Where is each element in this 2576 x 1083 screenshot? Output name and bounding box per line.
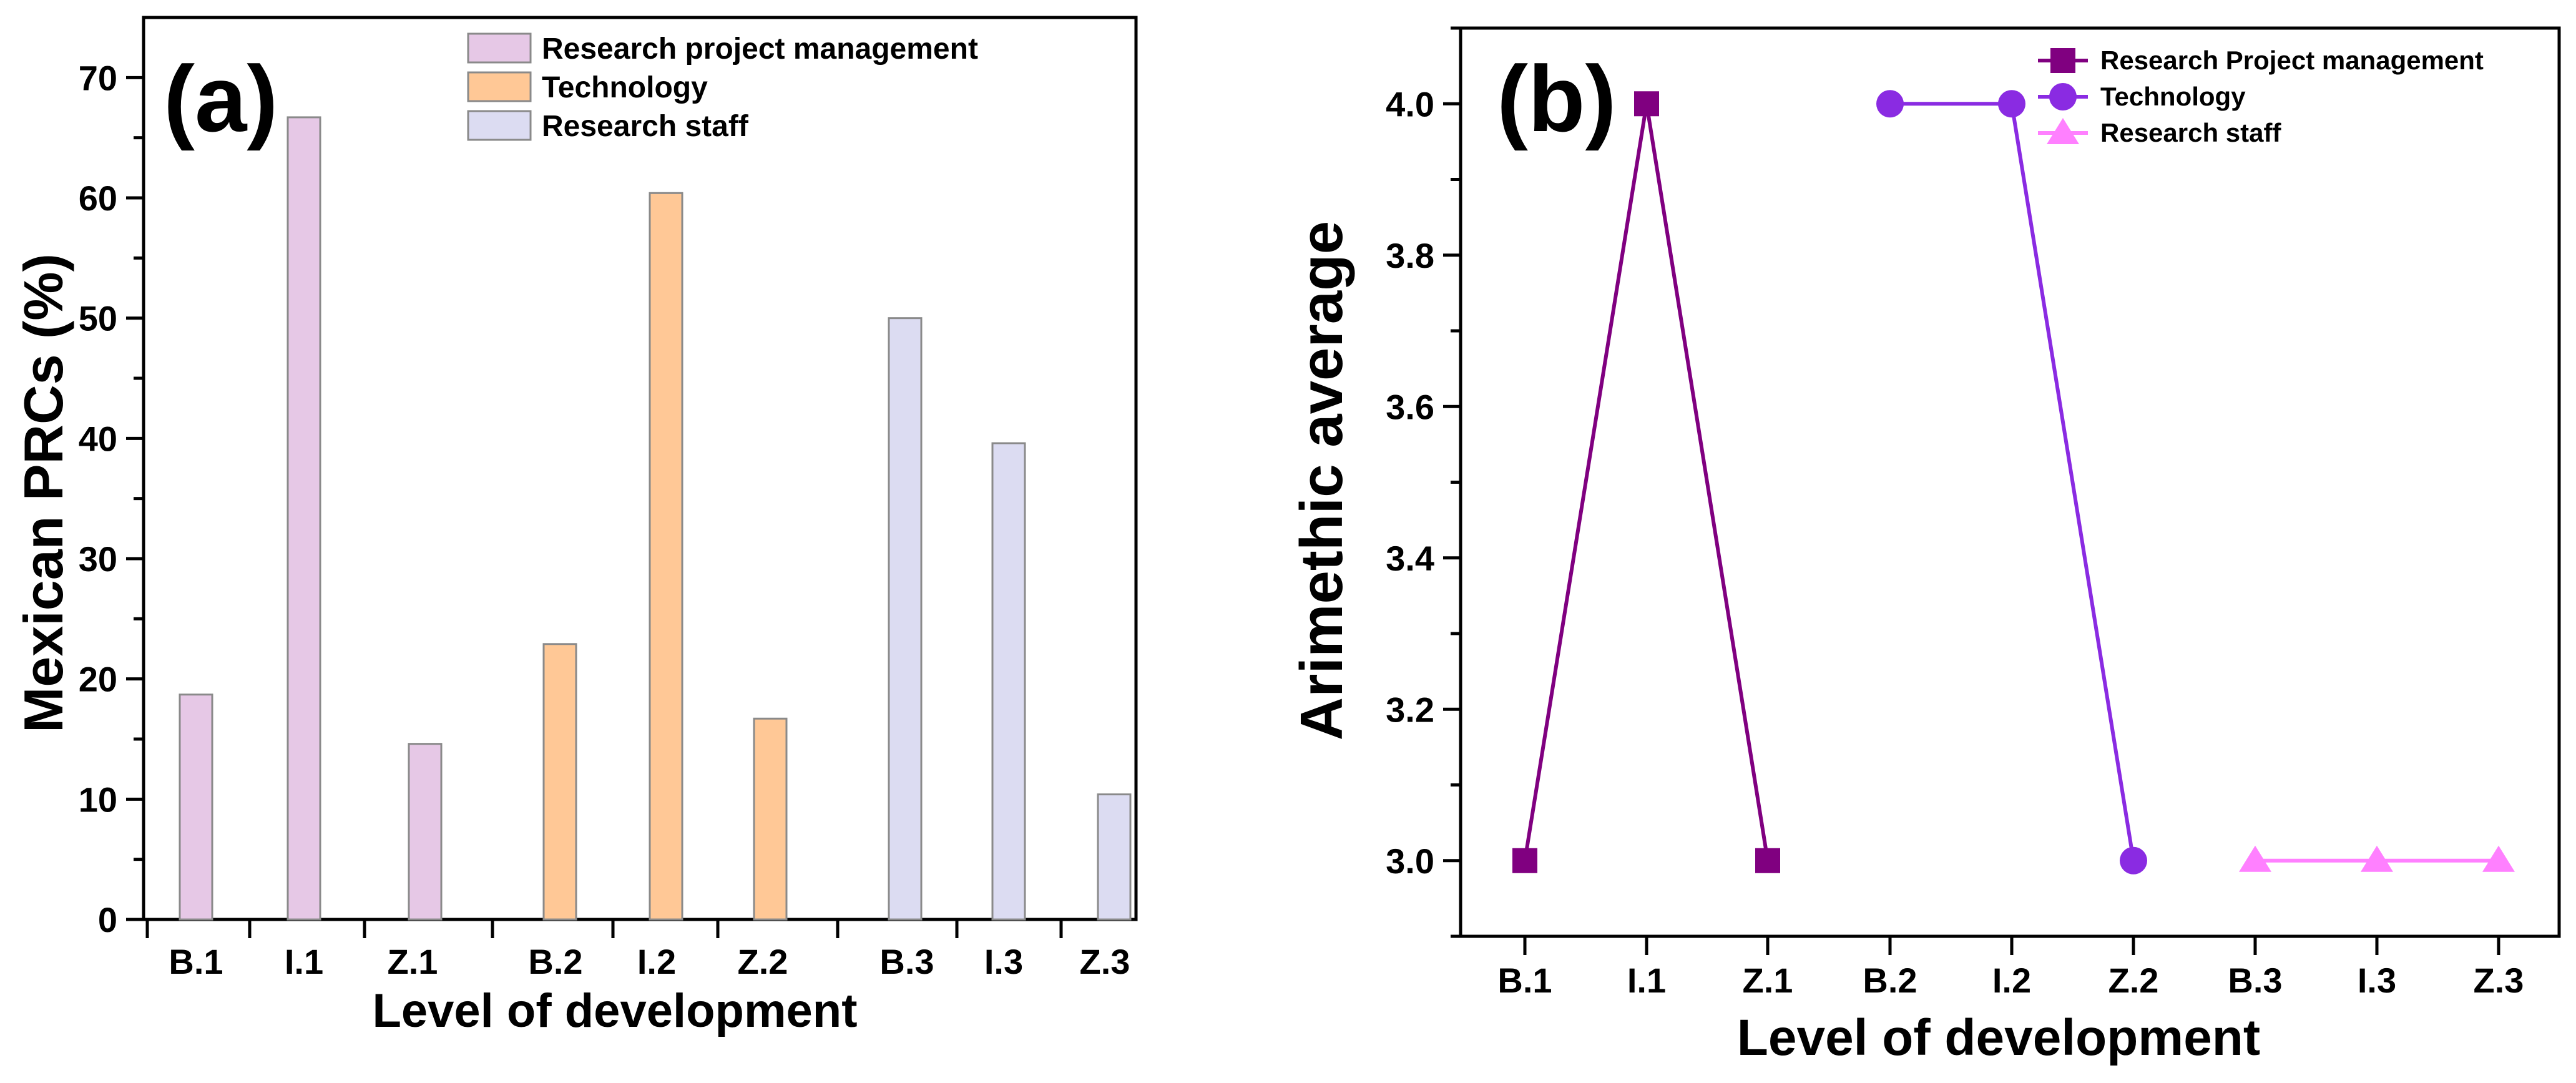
panel-b-label: (b) bbox=[1497, 46, 1617, 151]
panel-b-legend-label: Research staff bbox=[2100, 118, 2281, 147]
panel-b-chart: (b) Arimethic average Level of developme… bbox=[1288, 26, 2561, 1066]
panel-b-y-tick-label: 3.2 bbox=[1386, 690, 1434, 729]
panel-a-bar bbox=[888, 317, 923, 921]
panel-b-data-point bbox=[1876, 90, 1904, 118]
panel-a-legend-label: Research staff bbox=[542, 110, 749, 143]
panel-a-x-tick-label: Z.2 bbox=[738, 942, 788, 981]
panel-a-bar bbox=[286, 116, 321, 921]
panel-a-x-tick-label: I.3 bbox=[984, 942, 1023, 981]
panel-b-legend-marker bbox=[2047, 118, 2079, 144]
panel-a-bar bbox=[408, 743, 443, 921]
panel-a-y-axis-title: Mexican PRCs (%) bbox=[12, 253, 74, 733]
panel-b-x-tick-label: Z.3 bbox=[2474, 961, 2524, 1000]
panel-b-x-axis-title: Level of development bbox=[1737, 1009, 2260, 1066]
panel-a-bar bbox=[991, 442, 1026, 921]
panel-a-x-tick-label: I.2 bbox=[637, 942, 676, 981]
panel-b-data-point bbox=[2120, 846, 2147, 875]
panel-b-data-point bbox=[2361, 845, 2393, 872]
panel-b-y-axis-title: Arimethic average bbox=[1288, 221, 1355, 740]
panel-a-x-axis-title: Level of development bbox=[372, 984, 857, 1037]
panel-b-data-point bbox=[1634, 91, 1659, 117]
panel-a-y-tick-label: 20 bbox=[79, 660, 117, 699]
panel-a-x-tick-label: Z.1 bbox=[388, 942, 438, 981]
panel-a-legend-swatch bbox=[467, 71, 532, 102]
panel-b-y-tick-label: 3.6 bbox=[1386, 387, 1434, 426]
panel-b-legend-marker bbox=[2050, 48, 2075, 73]
panel-b-x-tick-label: I.1 bbox=[1627, 961, 1666, 1000]
panel-a-x-tick-label: B.3 bbox=[879, 942, 934, 981]
panel-a-x-tick-label: Z.3 bbox=[1080, 942, 1130, 981]
panel-b-data-point bbox=[2239, 845, 2271, 872]
panel-b-legend-marker bbox=[2049, 83, 2077, 110]
panel-a-x-tick-label: B.2 bbox=[528, 942, 582, 981]
panel-a-y-tick-label: 60 bbox=[79, 179, 117, 218]
panel-a-bar bbox=[649, 192, 683, 921]
panel-b-legend-label: Technology bbox=[2100, 82, 2246, 111]
panel-a-bar bbox=[179, 693, 213, 921]
panel-a-bar bbox=[753, 717, 788, 921]
panel-b-data-point bbox=[1755, 848, 1780, 873]
panel-b-series-line bbox=[1890, 102, 2135, 861]
panel-a-legend-swatch bbox=[467, 32, 532, 64]
panel-b-x-tick-label: Z.1 bbox=[1743, 961, 1793, 1000]
panel-b-series-line bbox=[1523, 103, 1770, 861]
panel-a-y-tick-label: 70 bbox=[79, 58, 117, 97]
panel-b-y-tick-label: 3.4 bbox=[1386, 539, 1434, 578]
panel-a-y-tick-label: 10 bbox=[79, 780, 117, 819]
panel-b-x-tick-label: B.3 bbox=[2228, 961, 2282, 1000]
panel-a-y-tick-label: 0 bbox=[98, 900, 117, 939]
panel-a-x-tick-label: B.1 bbox=[169, 942, 223, 981]
panel-b-data-point bbox=[1512, 848, 1537, 873]
panel-b-legend-label: Research Project management bbox=[2100, 46, 2484, 75]
panel-b-y-tick-label: 3.8 bbox=[1386, 236, 1434, 275]
panel-a-label: (a) bbox=[164, 46, 278, 151]
panel-b-x-tick-label: I.3 bbox=[2358, 961, 2396, 1000]
panel-b-x-tick-label: B.1 bbox=[1497, 961, 1552, 1000]
panel-b-x-tick-label: I.2 bbox=[1992, 961, 2031, 1000]
panel-a-legend-label: Research project management bbox=[542, 32, 978, 66]
panel-a-y-tick-label: 50 bbox=[79, 299, 117, 338]
panel-a-y-tick-label: 30 bbox=[79, 539, 117, 579]
panel-b-frame bbox=[1459, 26, 2561, 938]
panel-b-x-tick-label: B.2 bbox=[1863, 961, 1917, 1000]
panel-a-x-tick-label: I.1 bbox=[285, 942, 323, 981]
panel-b-data-point bbox=[1998, 90, 2025, 118]
panel-b-x-tick-label: Z.2 bbox=[2108, 961, 2159, 1000]
panel-a-bar bbox=[1097, 793, 1132, 921]
panel-b-y-tick-label: 3.0 bbox=[1386, 841, 1434, 881]
panel-a-frame bbox=[142, 16, 1138, 921]
panel-a-legend-label: Technology bbox=[542, 71, 708, 104]
panel-a-chart: (a) Mexican PRCs (%) Level of developmen… bbox=[12, 16, 1138, 1037]
panel-b-data-point bbox=[2482, 845, 2515, 872]
panel-b-y-tick-label: 4.0 bbox=[1386, 84, 1434, 124]
panel-a-legend-swatch bbox=[467, 110, 532, 141]
panel-a-bar bbox=[542, 643, 577, 921]
panel-a-y-tick-label: 40 bbox=[79, 419, 117, 458]
